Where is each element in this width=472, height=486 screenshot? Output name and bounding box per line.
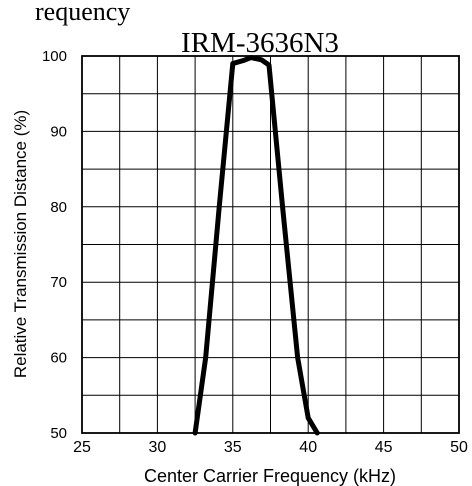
y-tick-layer: 50 60 70 80 90 100 — [42, 48, 67, 442]
plot-frame — [81, 55, 460, 434]
y-tick-label: 50 — [50, 425, 67, 442]
y-tick-label: 90 — [50, 123, 67, 140]
x-axis-label: Center Carrier Frequency (kHz) — [144, 466, 396, 486]
series-line-0 — [192, 55, 320, 436]
x-tick-label: 35 — [224, 439, 242, 456]
grid-layer — [81, 55, 460, 434]
top-caption: requency — [35, 0, 130, 26]
y-tick-label: 60 — [50, 350, 67, 367]
x-tick-layer: 25 30 35 40 45 50 — [73, 439, 468, 456]
chart-title: IRM-3636N3 — [181, 27, 339, 59]
x-tick-label: 50 — [450, 439, 468, 456]
x-tick-label: 45 — [375, 439, 393, 456]
x-tick-label: 25 — [73, 439, 91, 456]
y-tick-label: 80 — [50, 199, 67, 216]
x-tick-label: 30 — [149, 439, 167, 456]
series-layer — [192, 55, 320, 436]
y-axis-label: Relative Transmission Distance (%) — [11, 110, 30, 378]
y-tick-label: 100 — [42, 48, 67, 65]
y-tick-label: 70 — [50, 274, 67, 291]
x-tick-label: 40 — [299, 439, 317, 456]
